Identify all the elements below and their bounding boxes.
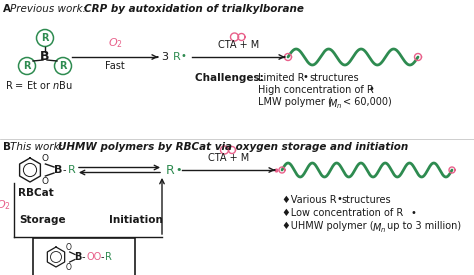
Text: R: R	[173, 52, 181, 62]
Text: ♦UHMW polymer (: ♦UHMW polymer (	[282, 221, 374, 231]
Text: •: •	[411, 208, 417, 218]
Text: -: -	[101, 252, 104, 262]
Text: R: R	[59, 61, 67, 71]
Text: $O_2$: $O_2$	[0, 198, 11, 212]
Text: Storage: Storage	[19, 215, 65, 225]
Text: < 60,000): < 60,000)	[343, 97, 392, 107]
Text: B: B	[54, 165, 62, 175]
Text: O: O	[66, 243, 72, 252]
Text: Limited R: Limited R	[258, 73, 304, 83]
Text: -: -	[63, 165, 66, 175]
Text: LMW polymer (: LMW polymer (	[258, 97, 332, 107]
Text: R: R	[105, 252, 112, 262]
FancyBboxPatch shape	[33, 238, 135, 275]
Text: CRP by autoxidation of trialkylborane: CRP by autoxidation of trialkylborane	[84, 4, 304, 14]
Text: •: •	[369, 84, 375, 95]
Text: B: B	[3, 142, 11, 152]
Text: $O_2$: $O_2$	[108, 36, 122, 50]
Text: •: •	[181, 51, 187, 61]
Text: UHMW polymers by RBCat via oxygen storage and initiation: UHMW polymers by RBCat via oxygen storag…	[58, 142, 408, 152]
Text: O: O	[66, 263, 72, 271]
Text: ♦Low concentration of R: ♦Low concentration of R	[282, 208, 403, 218]
Text: CTA + M: CTA + M	[208, 153, 249, 163]
Text: RBCat: RBCat	[18, 188, 54, 198]
Text: ♦Various R: ♦Various R	[282, 195, 337, 205]
Text: This work:: This work:	[10, 142, 66, 152]
Text: Previous work:: Previous work:	[10, 4, 90, 14]
Text: R: R	[41, 33, 49, 43]
Text: OO: OO	[87, 252, 102, 262]
Text: High concentration of R: High concentration of R	[258, 85, 374, 95]
Text: •: •	[303, 73, 309, 82]
Text: Fast: Fast	[105, 61, 125, 71]
Text: $M_n$: $M_n$	[328, 97, 342, 111]
Text: •: •	[337, 194, 343, 205]
Text: Challenges:: Challenges:	[195, 73, 267, 83]
Text: $M_n$: $M_n$	[372, 221, 386, 235]
Text: R = Et or $n$Bu: R = Et or $n$Bu	[5, 79, 73, 91]
Text: -: -	[82, 252, 85, 262]
Text: B: B	[40, 51, 50, 64]
Text: •: •	[175, 165, 182, 175]
Text: R: R	[166, 164, 175, 177]
Text: A: A	[3, 4, 11, 14]
Text: O: O	[41, 154, 48, 163]
Text: O: O	[41, 177, 48, 186]
Text: CTA + M: CTA + M	[218, 40, 259, 50]
Text: R: R	[23, 61, 31, 71]
Text: structures: structures	[309, 73, 359, 83]
Text: Initiation: Initiation	[109, 215, 163, 225]
Text: R: R	[68, 165, 76, 175]
Text: B: B	[74, 252, 82, 262]
Text: 3: 3	[162, 52, 173, 62]
Text: structures: structures	[341, 195, 391, 205]
Text: up to 3 million): up to 3 million)	[387, 221, 461, 231]
